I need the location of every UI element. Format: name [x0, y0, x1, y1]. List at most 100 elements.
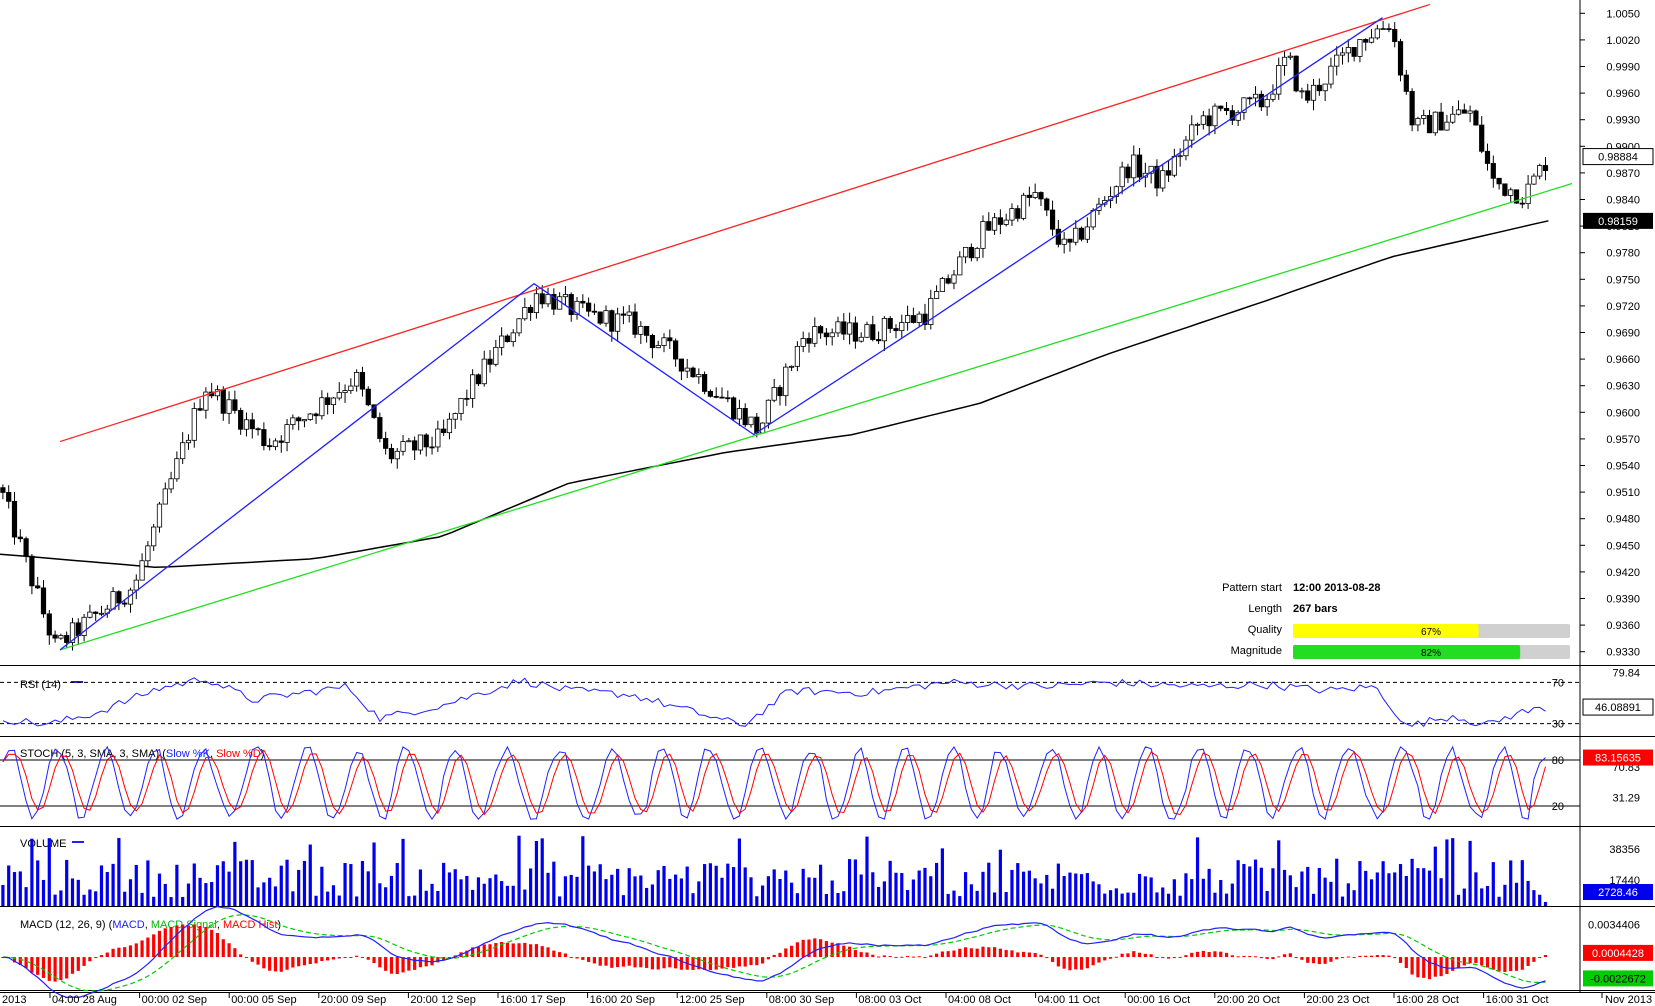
- macd-hist-bar: [401, 957, 405, 973]
- macd-hist-bar: [94, 957, 98, 959]
- candle-body: [475, 374, 482, 385]
- volume-bar: [703, 864, 707, 906]
- macd-hist-bar: [1068, 957, 1072, 971]
- macd-hist-bar: [1062, 957, 1066, 969]
- ma-200-line: [0, 220, 1549, 568]
- candle-body: [1409, 91, 1415, 126]
- macd-hist-bar: [587, 957, 591, 962]
- stoch-panel: STOCH (5, 3, SMA, 3, SMA) (Slow %K, Slow…: [0, 745, 1653, 821]
- volume-bar: [1172, 879, 1176, 906]
- macd-hist-bar: [836, 943, 840, 958]
- macd-hist-bar: [1358, 955, 1362, 958]
- time-tick-label: 20:00 09 Sep: [321, 994, 386, 1006]
- candle-body: [267, 445, 273, 448]
- macd-hist-bar: [1132, 951, 1136, 958]
- candle-body: [470, 374, 476, 399]
- candle-body: [696, 374, 702, 378]
- macd-value-box: [1583, 970, 1653, 987]
- macd-hist-bar: [1306, 957, 1310, 963]
- quality-bar-fill: [1293, 624, 1479, 638]
- macd-hist-legend: MACD Hist: [223, 919, 277, 931]
- volume-bar: [992, 892, 997, 906]
- macd-hist-bar: [639, 957, 643, 968]
- candle-body: [1003, 219, 1009, 225]
- volume-bar: [215, 865, 220, 906]
- candle-body: [516, 318, 522, 334]
- volume-bar: [47, 838, 51, 906]
- candle-body: [1020, 194, 1027, 219]
- candle-body: [504, 335, 511, 343]
- macd-hist-bar: [627, 957, 631, 966]
- macd-hist-bar: [279, 957, 283, 972]
- macd-hist-bar: [511, 943, 515, 958]
- candle-body: [904, 315, 911, 323]
- candle-body: [6, 492, 12, 502]
- macd-hist-bar: [123, 947, 127, 958]
- volume-bar: [1097, 884, 1101, 906]
- current-price-box: [1582, 148, 1654, 166]
- volume-bar: [1108, 890, 1113, 906]
- candle-body: [823, 332, 829, 338]
- macd-hist-bar: [732, 957, 736, 968]
- macd-panel: MACD (12, 26, 9) (MACD, MACD Signal, MAC…: [1, 905, 1653, 999]
- macd-hist-bar: [1236, 956, 1240, 958]
- candle-body: [1189, 124, 1195, 141]
- macd-hist-bar: [262, 957, 266, 969]
- macd-hist-bar: [1352, 957, 1356, 959]
- volume-bar: [1451, 838, 1455, 906]
- candle-body: [325, 397, 331, 406]
- candle-body: [1293, 55, 1299, 92]
- macd-hist-bar: [163, 928, 167, 958]
- macd-hist-bar: [1387, 955, 1391, 958]
- candle-body: [870, 324, 876, 340]
- macd-hist-bar: [1538, 957, 1542, 959]
- stoch-value-label: 83.15635: [1595, 753, 1641, 765]
- candle-body: [383, 438, 389, 449]
- macd-hist-bar: [540, 946, 544, 958]
- macd-hist-bar: [604, 957, 608, 966]
- candle-body: [719, 396, 725, 399]
- macd-hist-bar: [320, 957, 324, 962]
- channel-pattern: [59, 3, 1573, 651]
- macd-hist-bar: [476, 946, 481, 958]
- macd-hist-bar: [534, 944, 539, 958]
- macd-hist-bar: [413, 957, 417, 970]
- volume-bar: [36, 860, 40, 906]
- volume-bar: [273, 886, 278, 906]
- macd-hist-bar: [465, 950, 469, 958]
- macd-hist-bar: [529, 944, 533, 958]
- volume-bar: [842, 891, 846, 906]
- macd-hist-bar: [517, 943, 521, 958]
- volume-bar: [1543, 901, 1548, 906]
- volume-bar: [1404, 876, 1408, 906]
- candle-body: [354, 371, 360, 387]
- volume-bar: [465, 875, 469, 906]
- volume-bar: [1306, 866, 1310, 906]
- candle-body: [858, 336, 864, 342]
- macd-hist-bar: [250, 957, 254, 962]
- volume-bar: [911, 879, 915, 906]
- candle-body: [1357, 39, 1363, 57]
- volume-bar: [378, 883, 382, 906]
- price-tick-label: 0.9750: [1606, 274, 1640, 286]
- volume-bar: [1248, 866, 1252, 906]
- macd-hist-bar: [1532, 957, 1536, 962]
- macd-hist-bar: [1079, 957, 1084, 970]
- price-tick-label: 0.9960: [1606, 88, 1640, 100]
- volume-bar: [384, 887, 388, 906]
- candle-body: [232, 399, 238, 411]
- macd-hist-bar: [1427, 957, 1432, 980]
- macd-hist-bar: [865, 952, 869, 958]
- macd-hist-bar: [1248, 956, 1252, 958]
- volume-bar: [285, 859, 289, 906]
- candle-body: [771, 387, 777, 401]
- macd-hist-bar: [656, 957, 660, 970]
- candle-body: [1403, 74, 1409, 92]
- volume-bar: [534, 840, 539, 906]
- rsi-level-label: 30: [1552, 719, 1564, 731]
- volume-bar: [366, 871, 370, 906]
- volume-bar: [650, 884, 655, 906]
- volume-bar: [1346, 883, 1350, 906]
- candle-body: [562, 294, 569, 298]
- macd-hist-bar: [1085, 957, 1089, 969]
